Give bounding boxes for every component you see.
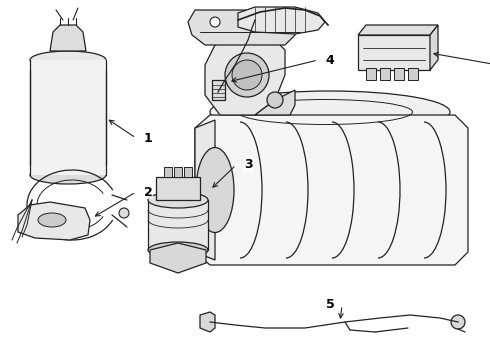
- Circle shape: [260, 17, 270, 27]
- Ellipse shape: [196, 148, 234, 233]
- Polygon shape: [195, 120, 215, 260]
- Text: 1: 1: [144, 131, 152, 144]
- Ellipse shape: [30, 166, 106, 184]
- Bar: [394, 68, 404, 80]
- Polygon shape: [200, 312, 215, 332]
- Ellipse shape: [210, 91, 450, 133]
- Bar: [408, 68, 418, 80]
- Polygon shape: [195, 115, 468, 265]
- Polygon shape: [148, 200, 208, 250]
- Bar: [174, 167, 182, 177]
- Text: 5: 5: [326, 298, 334, 311]
- Polygon shape: [50, 25, 86, 51]
- Polygon shape: [238, 7, 325, 34]
- Bar: [184, 167, 192, 177]
- Bar: [380, 68, 390, 80]
- Polygon shape: [18, 202, 90, 240]
- Polygon shape: [212, 80, 225, 100]
- Polygon shape: [358, 25, 438, 35]
- Text: 3: 3: [244, 158, 252, 171]
- Bar: [366, 68, 376, 80]
- Bar: [358, 35, 430, 70]
- Polygon shape: [255, 90, 295, 115]
- Ellipse shape: [148, 192, 208, 208]
- Text: 2: 2: [144, 185, 152, 198]
- Polygon shape: [430, 25, 438, 70]
- Polygon shape: [150, 243, 206, 273]
- Circle shape: [267, 92, 283, 108]
- Ellipse shape: [30, 51, 106, 69]
- Circle shape: [210, 17, 220, 27]
- Circle shape: [225, 53, 269, 97]
- Polygon shape: [30, 60, 106, 175]
- Ellipse shape: [148, 242, 208, 258]
- Ellipse shape: [38, 213, 66, 227]
- Circle shape: [451, 315, 465, 329]
- Text: 4: 4: [326, 54, 334, 67]
- Polygon shape: [188, 10, 300, 45]
- Polygon shape: [156, 177, 200, 200]
- Polygon shape: [205, 35, 285, 115]
- Circle shape: [119, 208, 129, 218]
- Bar: [164, 167, 172, 177]
- Circle shape: [232, 60, 262, 90]
